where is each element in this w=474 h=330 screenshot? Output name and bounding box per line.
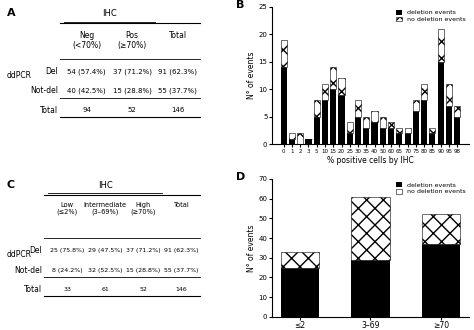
Bar [454, 106, 460, 117]
Bar [297, 133, 303, 145]
Text: 55 (37.7%): 55 (37.7%) [158, 87, 197, 94]
Text: 15 (28.8%): 15 (28.8%) [113, 87, 152, 94]
Bar [429, 133, 436, 145]
Bar [380, 128, 386, 145]
Text: Low
(≤2%): Low (≤2%) [56, 202, 78, 215]
Legend: deletion events, no deletion events: deletion events, no deletion events [396, 182, 466, 194]
Bar [338, 95, 345, 145]
Text: 52: 52 [139, 287, 147, 292]
Text: 91 (62.3%): 91 (62.3%) [158, 68, 197, 75]
Text: 15 (28.8%): 15 (28.8%) [126, 268, 161, 273]
Text: High
(≥70%): High (≥70%) [131, 202, 156, 215]
Bar [281, 67, 287, 145]
Bar [281, 252, 319, 268]
Bar [305, 139, 311, 145]
Text: 54 (57.4%): 54 (57.4%) [67, 68, 106, 75]
Bar [438, 62, 444, 145]
Text: 33: 33 [63, 287, 71, 292]
Bar [372, 112, 378, 122]
Text: D: D [236, 172, 245, 182]
Text: 37 (71.2%): 37 (71.2%) [113, 68, 152, 75]
Text: Pos
(≥70%): Pos (≥70%) [118, 31, 147, 50]
Bar [421, 244, 460, 317]
Bar [421, 100, 427, 145]
Bar [346, 122, 353, 133]
Bar [388, 122, 394, 128]
Bar [396, 133, 402, 145]
Text: 94: 94 [82, 107, 91, 113]
Bar [322, 100, 328, 145]
Bar [281, 40, 287, 67]
Bar [281, 268, 319, 317]
Bar [421, 84, 427, 100]
Text: C: C [7, 180, 15, 190]
Bar [413, 112, 419, 145]
Text: Total: Total [24, 285, 42, 294]
Bar [429, 128, 436, 133]
Bar [372, 122, 378, 145]
Bar [338, 78, 345, 95]
Text: 55 (37.7%): 55 (37.7%) [164, 268, 199, 273]
Text: 61: 61 [101, 287, 109, 292]
Text: 37 (71.2%): 37 (71.2%) [126, 248, 161, 253]
Text: 8 (24.2%): 8 (24.2%) [52, 268, 82, 273]
Bar [363, 117, 369, 128]
Text: A: A [7, 8, 15, 18]
Bar [355, 117, 361, 145]
Text: 32 (52.5%): 32 (52.5%) [88, 268, 123, 273]
Bar [314, 117, 320, 145]
Text: ddPCR: ddPCR [7, 250, 32, 259]
Bar [289, 139, 295, 145]
Bar [413, 100, 419, 112]
Bar [351, 197, 390, 260]
Text: Total: Total [169, 31, 187, 40]
Text: 40 (42.5%): 40 (42.5%) [67, 87, 106, 94]
Text: 146: 146 [171, 107, 184, 113]
Text: Del: Del [46, 67, 58, 76]
Text: 52: 52 [128, 107, 137, 113]
Bar [454, 117, 460, 145]
Text: B: B [236, 0, 245, 10]
Bar [446, 106, 452, 145]
Bar [388, 128, 394, 145]
Text: Not-del: Not-del [30, 86, 58, 95]
Text: Total: Total [173, 202, 189, 208]
Text: IHC: IHC [102, 9, 117, 17]
Bar [438, 29, 444, 62]
Text: 146: 146 [175, 287, 187, 292]
Text: IHC: IHC [98, 181, 113, 190]
Text: 91 (62.3%): 91 (62.3%) [164, 248, 199, 253]
Bar [322, 84, 328, 100]
Text: 29 (47.5%): 29 (47.5%) [88, 248, 123, 253]
Text: Intermediate
(3–69%): Intermediate (3–69%) [84, 202, 127, 215]
Bar [363, 128, 369, 145]
Bar [355, 100, 361, 117]
Y-axis label: N° of events: N° of events [246, 224, 255, 272]
Bar [351, 260, 390, 317]
Bar [330, 89, 337, 145]
Bar [330, 67, 337, 89]
Text: ddPCR: ddPCR [7, 71, 32, 80]
Bar [396, 128, 402, 133]
Bar [404, 133, 410, 145]
Text: Total: Total [40, 106, 58, 115]
Bar [404, 128, 410, 133]
Y-axis label: N° of events: N° of events [246, 52, 255, 99]
Text: 25 (75.8%): 25 (75.8%) [50, 248, 84, 253]
Bar [421, 214, 460, 244]
Text: Del: Del [29, 246, 42, 255]
Text: Neg
(<70%): Neg (<70%) [72, 31, 101, 50]
Bar [289, 133, 295, 139]
Bar [380, 117, 386, 128]
X-axis label: % positive cells by IHC: % positive cells by IHC [327, 156, 414, 165]
Text: Not-del: Not-del [14, 266, 42, 275]
Bar [314, 100, 320, 117]
Bar [446, 84, 452, 106]
Legend: deletion events, no deletion events: deletion events, no deletion events [396, 10, 466, 22]
Bar [346, 133, 353, 145]
